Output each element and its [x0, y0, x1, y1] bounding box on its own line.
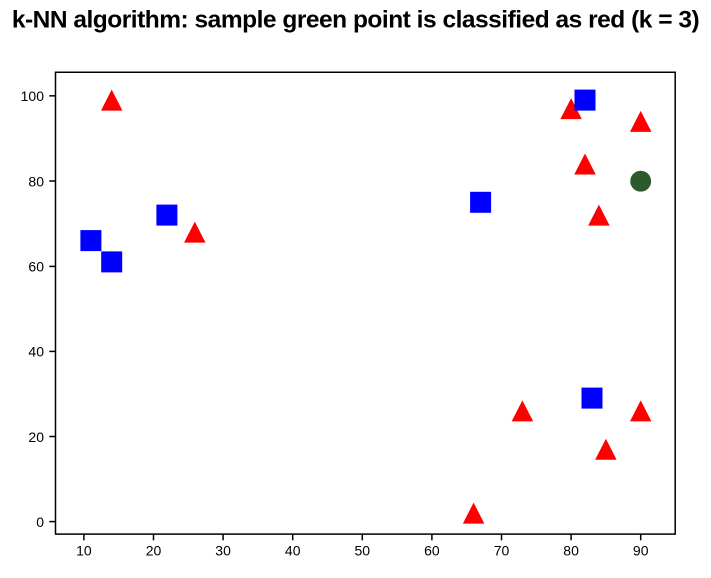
svg-text:40: 40: [285, 542, 301, 558]
svg-text:20: 20: [28, 429, 44, 445]
svg-text:30: 30: [215, 542, 231, 558]
svg-text:20: 20: [146, 542, 162, 558]
svg-text:50: 50: [355, 542, 371, 558]
svg-text:60: 60: [28, 259, 44, 275]
svg-text:70: 70: [494, 542, 510, 558]
svg-text:60: 60: [424, 542, 440, 558]
svg-text:80: 80: [563, 542, 579, 558]
svg-text:80: 80: [28, 173, 44, 189]
svg-text:k-NN algorithm: sample green p: k-NN algorithm: sample green point is cl…: [12, 7, 699, 34]
svg-text:40: 40: [28, 344, 44, 360]
svg-text:0: 0: [36, 514, 44, 530]
svg-text:90: 90: [633, 542, 649, 558]
svg-text:100: 100: [21, 88, 45, 104]
svg-text:10: 10: [76, 542, 92, 558]
